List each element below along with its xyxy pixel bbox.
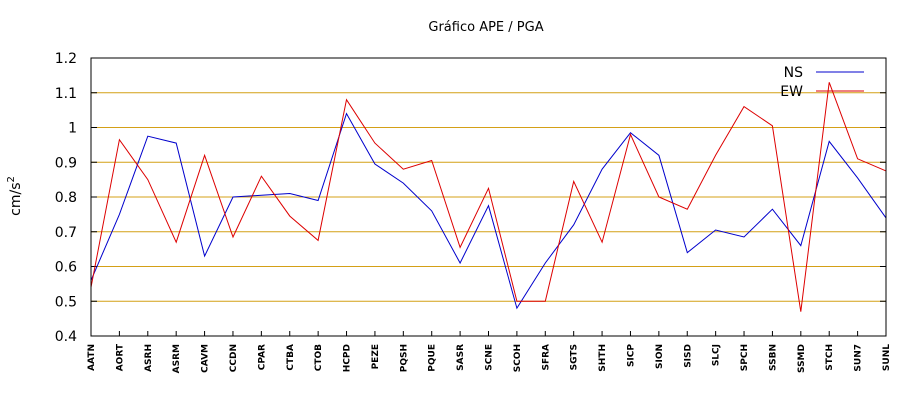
- grid-lines: [91, 92, 886, 302]
- y-axis-label-base: cm/s: [8, 183, 24, 216]
- x-tick-label: SFRA: [541, 344, 551, 371]
- legend: NS EW: [780, 65, 864, 100]
- x-tick-label: HCPD: [343, 344, 353, 372]
- x-tick-label: SHTH: [598, 344, 608, 372]
- y-axis-label: cm/s2: [6, 176, 24, 216]
- chart-title: Gráfico APE / PGA: [428, 20, 543, 35]
- legend-label-ns: NS: [784, 65, 803, 81]
- plot-frame: [90, 57, 887, 337]
- y-axis-ticks: 0.4 0.5 0.6 0.7 0.8 0.9 1 1.1 1.2: [55, 51, 886, 345]
- x-tick-label: CPAR: [257, 344, 267, 370]
- x-tick-label: AATN: [87, 344, 97, 371]
- x-tick-label: SASR: [456, 344, 466, 371]
- series-line-ew: [90, 82, 887, 312]
- x-tick-label: SISD: [683, 344, 693, 368]
- x-tick-label: STCH: [825, 344, 835, 371]
- x-tick-label: SSBN: [768, 344, 778, 371]
- y-tick-label: 0.5: [55, 294, 77, 310]
- x-tick-label: SION: [655, 344, 665, 369]
- x-tick-label: SSMD: [797, 344, 807, 373]
- x-tick-label: SPCH: [740, 344, 750, 371]
- x-tick-label: PEZE: [371, 344, 381, 369]
- series-line-ns: [90, 112, 887, 310]
- x-tick-label: SUN7: [854, 344, 864, 372]
- x-tick-label: SCNE: [485, 344, 495, 371]
- x-tick-label: CTOB: [314, 344, 324, 371]
- x-tick-label: ASRH: [144, 344, 154, 372]
- x-tick-label: SUNL: [882, 344, 892, 371]
- x-axis-ticks: AATN AORT ASRH ASRM CAVM CCDN CPAR CTBA CTOB HCPD…: [87, 331, 892, 373]
- x-tick-label: SICP: [626, 344, 636, 367]
- x-tick-label: PQUE: [428, 344, 438, 372]
- y-tick-label: 0.6: [55, 260, 77, 276]
- y-tick-label: 0.4: [55, 329, 77, 345]
- x-tick-label: ASRM: [172, 344, 182, 373]
- y-tick-label: 1.1: [55, 86, 77, 102]
- x-tick-label: PQSH: [399, 344, 409, 372]
- x-tick-label: SGTS: [570, 344, 580, 370]
- x-tick-label: CTBA: [286, 344, 296, 371]
- legend-label-ew: EW: [780, 84, 803, 100]
- y-tick-label: 1: [68, 121, 77, 137]
- x-tick-label: AORT: [115, 343, 125, 371]
- series-lines: [90, 82, 887, 312]
- x-tick-label: CCDN: [229, 344, 239, 372]
- x-tick-label: CAVM: [201, 344, 211, 373]
- x-tick-label: SLCJ: [712, 344, 722, 366]
- y-tick-label: 0.9: [55, 155, 77, 171]
- y-tick-label: 1.2: [55, 51, 77, 67]
- x-tick-label: SCOH: [513, 344, 523, 372]
- y-axis-label-exponent: 2: [6, 176, 17, 182]
- y-tick-label: 0.7: [55, 225, 77, 241]
- y-tick-label: 0.8: [55, 190, 77, 206]
